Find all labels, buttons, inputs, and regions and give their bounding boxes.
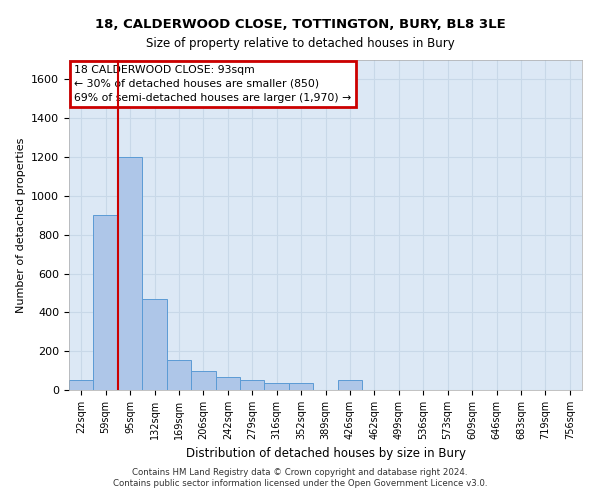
Text: 18 CALDERWOOD CLOSE: 93sqm
← 30% of detached houses are smaller (850)
69% of sem: 18 CALDERWOOD CLOSE: 93sqm ← 30% of deta… bbox=[74, 65, 352, 103]
Y-axis label: Number of detached properties: Number of detached properties bbox=[16, 138, 26, 312]
Bar bbox=[69, 380, 94, 390]
Bar bbox=[191, 370, 215, 390]
Bar bbox=[265, 383, 289, 390]
X-axis label: Distribution of detached houses by size in Bury: Distribution of detached houses by size … bbox=[185, 448, 466, 460]
Bar bbox=[289, 383, 313, 390]
Bar bbox=[118, 157, 142, 390]
Bar bbox=[338, 380, 362, 390]
Bar bbox=[215, 378, 240, 390]
Text: Size of property relative to detached houses in Bury: Size of property relative to detached ho… bbox=[146, 38, 454, 51]
Text: 18, CALDERWOOD CLOSE, TOTTINGTON, BURY, BL8 3LE: 18, CALDERWOOD CLOSE, TOTTINGTON, BURY, … bbox=[95, 18, 505, 30]
Text: Contains HM Land Registry data © Crown copyright and database right 2024.
Contai: Contains HM Land Registry data © Crown c… bbox=[113, 468, 487, 487]
Bar bbox=[142, 299, 167, 390]
Bar bbox=[94, 216, 118, 390]
Bar bbox=[240, 380, 265, 390]
Bar bbox=[167, 360, 191, 390]
